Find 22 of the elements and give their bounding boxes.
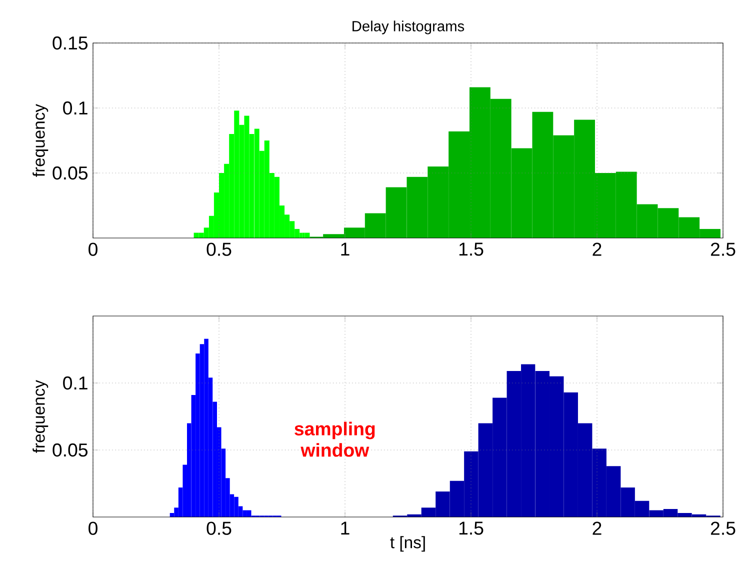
y-axis-title: frequency (32, 104, 48, 177)
x-tick-label: 0.5 (206, 242, 232, 256)
y-axis-title: frequency (32, 380, 48, 453)
x-tick-label: 2.5 (710, 242, 736, 256)
x-tick-label: 2 (592, 522, 602, 535)
x-tick-label: 1 (341, 522, 350, 535)
chart-title: Delay histograms (352, 20, 464, 34)
x-tick-label: 2.5 (710, 522, 736, 535)
y-tick-label: 0.1 (63, 101, 88, 115)
x-tick-label: 0 (88, 242, 98, 256)
x-tick-label: 1.5 (459, 242, 484, 256)
x-tick-label: 2 (592, 242, 602, 256)
y-tick-label: 0.05 (52, 443, 88, 457)
x-tick-label: 0.5 (206, 522, 232, 535)
x-tick-label: 0 (88, 522, 98, 535)
y-tick-label: 0.15 (52, 36, 88, 50)
x-tick-label: 1 (341, 242, 350, 256)
x-axis-title: t [ns] (390, 536, 425, 552)
annotation: sampling window (294, 422, 375, 457)
x-tick-label: 1.5 (459, 522, 484, 535)
y-tick-label: 0.05 (52, 166, 88, 180)
y-tick-label: 0.1 (63, 376, 88, 390)
